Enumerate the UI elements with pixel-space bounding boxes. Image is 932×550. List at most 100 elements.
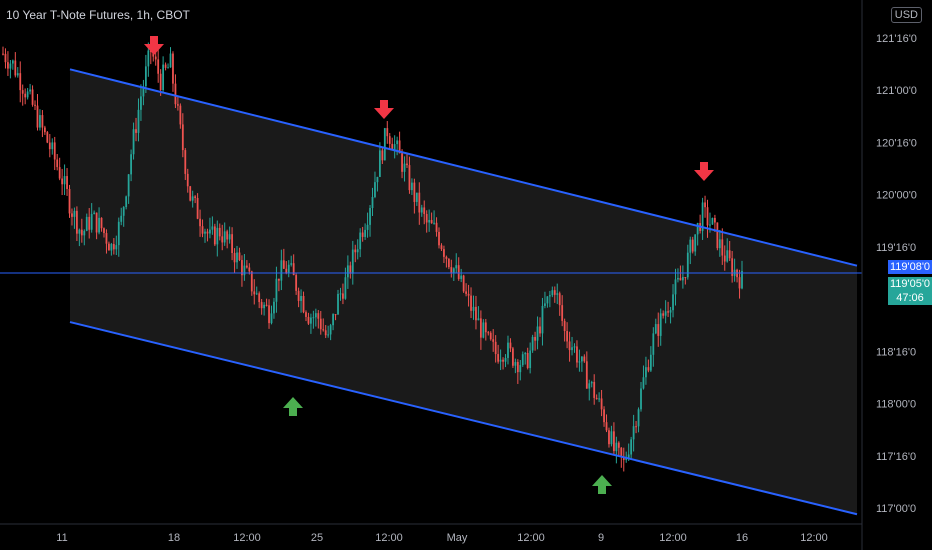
candle-body [342,293,344,299]
arrow-up-icon [283,397,303,416]
candle-body [544,303,546,306]
price-axis[interactable]: 121'16'0 121'00'0 120'16'0 120'00'0 119'16'0… [876,33,917,515]
candle-body [499,359,502,362]
arrow-down-icon [374,100,394,119]
candle-body [21,90,24,94]
bar-countdown: 47:06 [896,292,924,304]
price-tick-label: 121'00'0 [876,85,917,97]
candle-body [406,163,408,166]
candle-body [287,264,290,274]
candle-body [659,313,662,336]
candle-body [51,142,54,150]
candle-body [98,217,100,233]
candle-body [568,341,571,351]
candle-body [103,228,105,234]
candle-body [428,219,431,223]
candle-body [16,73,19,76]
candle-body [514,362,517,366]
candle-body [154,56,157,60]
price-tick-label: 119'16'0 [876,242,916,254]
price-tick-label: 117'00'0 [876,503,916,515]
candle-body [679,277,682,281]
candle-body [374,182,376,197]
candle-body [260,302,263,309]
candle-body [2,53,4,55]
candle-body [450,267,453,274]
candle-body [430,219,433,224]
time-tick-label: 12:00 [659,532,687,544]
candle-body [349,265,352,274]
candle-body [206,231,209,234]
candle-body [130,154,132,175]
candle-body [105,233,108,244]
candle-body [19,73,22,91]
candle-body [580,356,583,362]
candle-body [632,426,635,440]
candle-body [324,330,327,336]
candle-body [590,381,593,384]
candle-body [204,231,206,234]
candle-body [672,294,674,311]
candle-body [194,196,197,198]
candle-body [95,212,98,233]
candle-body [14,60,17,76]
candle-body [164,64,167,68]
price-tick-label: 120'16'0 [876,137,917,149]
candle-body [238,252,241,261]
candle-body [351,249,354,274]
channel-upper-line[interactable] [69,68,858,267]
candle-body [709,224,711,226]
candle-body [58,167,61,179]
candle-body [489,332,492,340]
arrow-down-icon [694,162,714,181]
candle-body [438,231,440,246]
candle-body [117,221,120,246]
candle-body [48,142,51,150]
candle-body [152,51,155,57]
candle-body [539,326,541,334]
time-tick-label: 12:00 [800,532,828,544]
candle-body [452,268,455,274]
candle-body [546,296,549,304]
candle-body [243,265,246,276]
candle-body [167,67,169,69]
candle-body [622,456,625,460]
candle-body [391,143,394,150]
candle-body [255,293,258,295]
candle-body [741,270,743,289]
time-tick-label: May [447,532,468,544]
candle-body [576,346,578,363]
candle-body [681,277,684,281]
candle-body [258,293,261,303]
candle-body [529,350,532,369]
candle-body [411,182,413,191]
candle-body [68,188,71,214]
candle-body [46,132,49,143]
time-tick-label: 16 [736,532,748,544]
time-axis[interactable]: 11 18 12:00 25 12:00 May 12:00 9 12:00 16 12:00 [56,532,827,544]
candle-body [63,176,66,185]
candle-body [694,234,697,252]
channel-lower-line[interactable] [69,321,858,516]
candle-body [268,305,270,324]
candle-body [652,333,655,355]
candle-body [516,362,519,373]
currency-button[interactable]: USD [890,7,922,23]
candle-body [393,144,396,150]
candle-body [548,295,551,297]
candle-body [721,239,724,256]
candle-body [625,458,628,460]
candle-body [738,277,741,289]
candle-body [418,192,421,213]
candle-body [184,150,187,174]
candle-body [327,334,330,336]
candle-body [223,231,226,243]
candle-body [233,253,236,263]
candle-body [7,62,9,69]
candle-body [317,313,320,319]
candle-body [181,124,184,151]
annotations [144,36,714,494]
candle-body [169,53,172,68]
